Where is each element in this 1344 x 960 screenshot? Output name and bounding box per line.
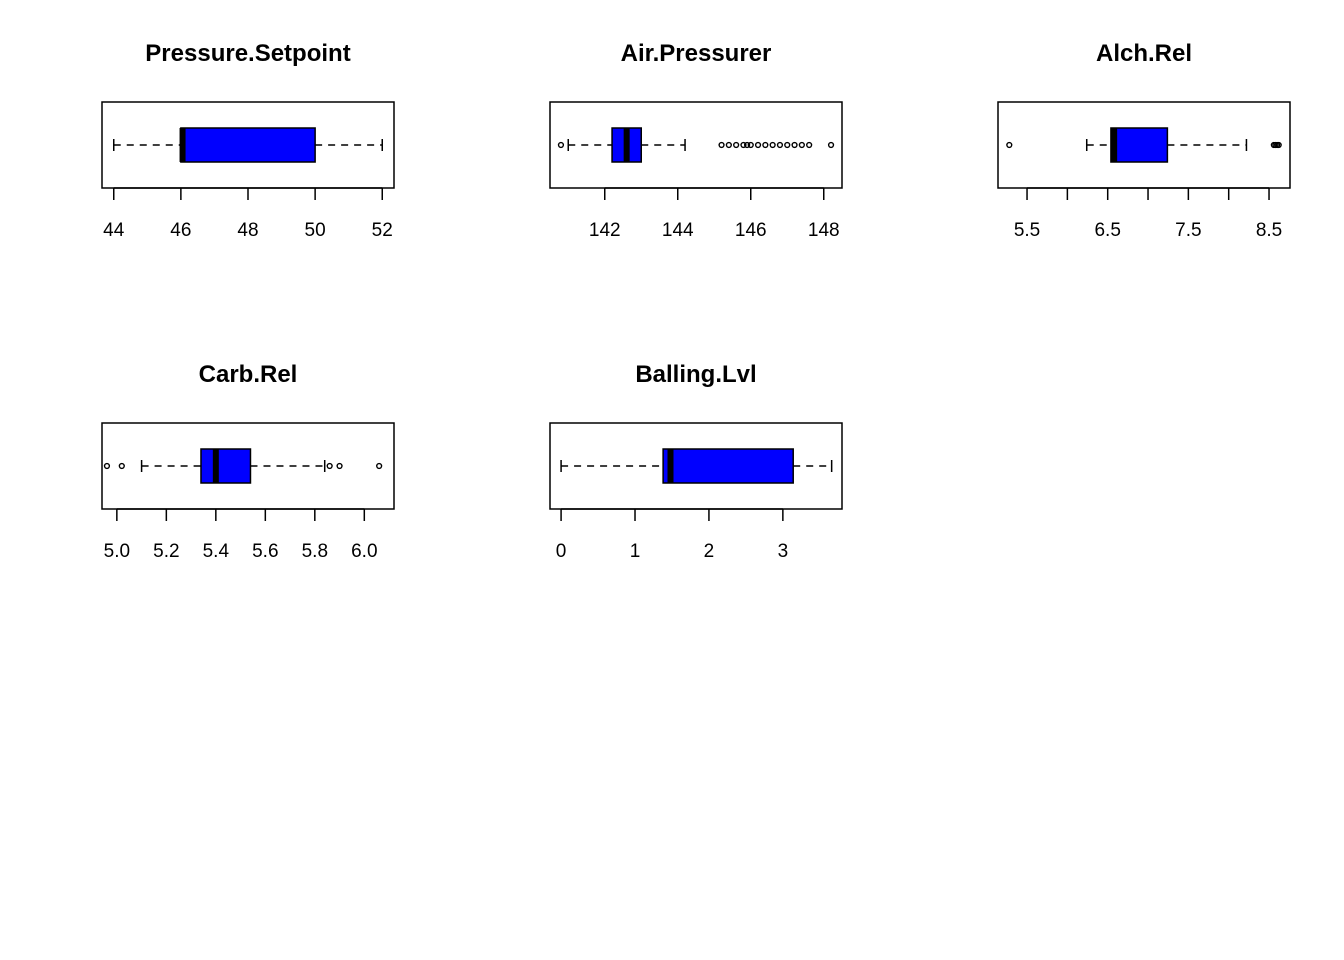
outlier-point [740, 141, 747, 149]
outlier-point [103, 462, 111, 470]
outlier-point [1006, 141, 1013, 149]
x-tick-label: 7.5 [1175, 220, 1201, 241]
outlier-point [557, 141, 565, 149]
outlier-point [1275, 141, 1282, 149]
boxplot-panel-3: Alch.Rel 5.5 6.5 7.5 8.5 [997, 40, 1291, 241]
x-tick-label: 5.0 [104, 541, 130, 562]
outlier-point [769, 141, 776, 149]
iqr-box [662, 448, 794, 484]
x-tick-label: 48 [237, 220, 258, 241]
outlier-point [725, 141, 732, 149]
x-tick-label: 5.6 [252, 541, 278, 562]
outlier-point [827, 141, 835, 149]
outlier-point [376, 462, 383, 470]
x-tick-label: 6.5 [1094, 220, 1120, 241]
x-tick-label: 3 [778, 541, 789, 562]
iqr-box [180, 127, 316, 163]
outlier-point [784, 141, 791, 149]
x-tick-label: 52 [372, 220, 393, 241]
outlier-point [754, 141, 762, 149]
x-tick-label: 5.5 [1014, 220, 1040, 241]
x-tick-label: 144 [662, 220, 694, 241]
outlier-point [747, 141, 754, 149]
outlier-point [336, 462, 343, 470]
iqr-box [200, 448, 252, 484]
outlier-point [791, 141, 798, 149]
panel-title: Air.Pressurer [621, 40, 772, 67]
x-tick-label: 0 [556, 541, 567, 562]
panel-title: Pressure.Setpoint [145, 40, 350, 67]
x-tick-label: 5.8 [302, 541, 328, 562]
x-tick-label: 1 [630, 541, 641, 562]
x-tick-label: 44 [103, 220, 125, 241]
outlier-point [762, 141, 769, 149]
outlier-point [718, 141, 725, 149]
panel-title: Balling.Lvl [635, 361, 756, 388]
outlier-point [776, 141, 784, 149]
outlier-point [118, 462, 125, 470]
panel-title: Carb.Rel [199, 361, 298, 388]
outlier-point [326, 462, 333, 470]
boxplot-panel-4: Carb.Rel 5.0 5.2 5.4 5.6 5.8 6.0 [101, 361, 395, 562]
outlier-point [733, 141, 740, 149]
boxplot-panel-2: Air.Pressurer 142 144 146 148 [549, 40, 843, 241]
x-tick-label: 142 [589, 220, 621, 241]
x-tick-label: 50 [305, 220, 326, 241]
boxplot-panel-1: Pressure.Setpoint 44 46 48 50 52 [101, 40, 395, 241]
x-tick-label: 5.4 [203, 541, 230, 562]
x-tick-label: 146 [735, 220, 767, 241]
iqr-box [1110, 127, 1169, 163]
x-tick-label: 6.0 [351, 541, 377, 562]
x-tick-label: 2 [704, 541, 715, 562]
x-tick-label: 8.5 [1256, 220, 1282, 241]
x-tick-label: 46 [170, 220, 191, 241]
boxplot-panel-5: Balling.Lvl 0 1 2 3 [549, 361, 843, 562]
outlier-point [743, 141, 751, 149]
x-tick-label: 5.2 [153, 541, 179, 562]
outlier-point [798, 141, 805, 149]
outlier-point [806, 141, 813, 149]
x-tick-label: 148 [808, 220, 840, 241]
panel-title: Alch.Rel [1096, 40, 1192, 67]
